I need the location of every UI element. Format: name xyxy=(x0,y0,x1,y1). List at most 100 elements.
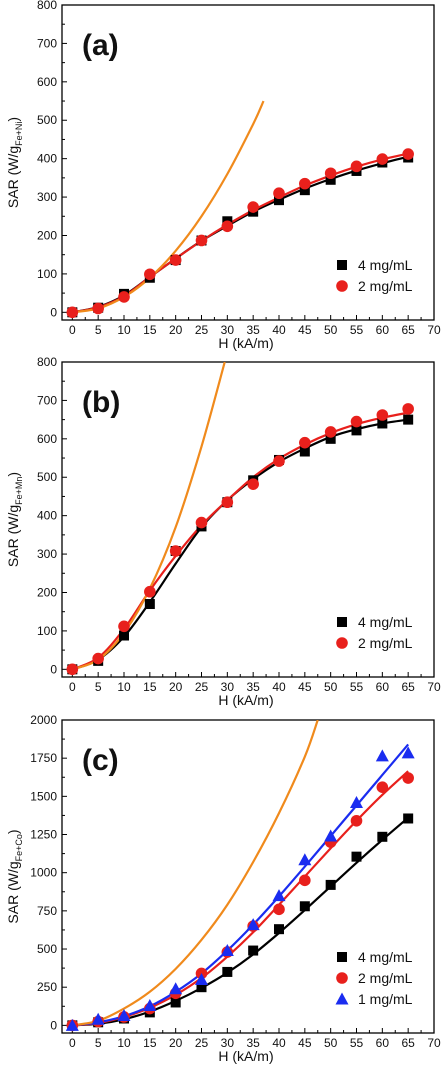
legend-marker xyxy=(337,260,347,270)
y-tick-label: 100 xyxy=(37,267,57,281)
plot-frame xyxy=(61,4,435,321)
data-point-2-mg-ml xyxy=(92,652,104,665)
x-tick-label: 0 xyxy=(69,680,76,694)
data-point-2-mg-ml xyxy=(299,874,311,887)
data-point-2-mg-ml xyxy=(195,516,208,529)
x-tick-label: 45 xyxy=(298,680,312,694)
data-point-1-mg-ml xyxy=(117,1008,131,1021)
data-point-2-mg-ml xyxy=(92,302,104,315)
data-point-4-mg-ml xyxy=(299,901,310,912)
x-tick-label: 60 xyxy=(376,680,390,694)
x-tick-label: 5 xyxy=(95,680,102,694)
x-tick-label: 15 xyxy=(143,1036,157,1050)
legend-label: 4 mg/mL xyxy=(358,614,413,630)
data-point-2-mg-ml xyxy=(118,620,130,633)
y-tick-label: 600 xyxy=(37,432,57,446)
data-point-1-mg-ml xyxy=(246,918,260,931)
data-point-2-mg-ml xyxy=(66,306,79,319)
data-point-1-mg-ml xyxy=(65,1018,79,1031)
data-point-2-mg-ml xyxy=(350,160,363,173)
fit-curve-model xyxy=(72,720,319,1027)
y-axis-label-close: ) xyxy=(5,117,21,122)
data-point-2-mg-ml xyxy=(376,153,389,165)
data-point-4-mg-ml xyxy=(403,813,414,824)
y-axis-label-close: ) xyxy=(5,472,21,477)
data-point-2-mg-ml xyxy=(66,663,79,676)
x-tick-label: 55 xyxy=(350,680,364,694)
x-tick-label: 40 xyxy=(272,680,286,694)
y-axis-label-sub: Fe+Co xyxy=(14,834,24,861)
data-point-2-mg-ml xyxy=(350,814,363,827)
chart-panel-3: 0 5 10 15 20 25 30 35 40 45 50 55 60 65 70 0 250 500 750 10… xyxy=(5,713,441,1064)
x-tick-label: 55 xyxy=(350,1036,364,1050)
data-point-2-mg-ml xyxy=(118,291,130,303)
data-point-1-mg-ml xyxy=(220,944,234,957)
data-point-2-mg-ml xyxy=(324,426,337,438)
y-axis-label-main: SAR (W/g xyxy=(5,146,21,208)
data-point-4-mg-ml xyxy=(299,185,310,196)
y-tick-label: 400 xyxy=(37,509,57,523)
y-tick-label: 2000 xyxy=(30,713,57,727)
x-tick-label: 40 xyxy=(272,323,286,337)
legend-marker xyxy=(336,972,348,984)
data-point-2-mg-ml xyxy=(247,201,259,213)
y-tick-label: 0 xyxy=(50,305,57,319)
data-point-2-mg-ml xyxy=(376,781,389,793)
data-point-4-mg-ml xyxy=(119,630,129,641)
legend-label: 4 mg/mL xyxy=(358,257,413,273)
data-point-2-mg-ml xyxy=(169,254,182,266)
x-tick-label: 5 xyxy=(95,323,102,337)
data-point-2-mg-ml xyxy=(221,220,234,233)
data-point-1-mg-ml xyxy=(91,1012,105,1025)
data-point-2-mg-ml xyxy=(299,177,311,190)
y-tick-label: 750 xyxy=(37,904,57,918)
x-tick-label: 35 xyxy=(246,680,260,694)
panel-label: (c) xyxy=(82,744,119,777)
y-tick-label: 100 xyxy=(37,624,57,638)
fit-curve-model xyxy=(72,100,265,314)
x-tick-label: 25 xyxy=(195,680,209,694)
data-point-1-mg-ml xyxy=(272,889,286,902)
x-tick-label: 65 xyxy=(401,1036,415,1050)
x-tick-label: 0 xyxy=(69,323,76,337)
data-point-2-mg-ml xyxy=(221,496,234,509)
data-point-4-mg-ml xyxy=(274,195,284,206)
x-tick-label: 15 xyxy=(143,680,157,694)
legend-marker xyxy=(337,952,347,962)
x-tick-label: 70 xyxy=(427,323,441,337)
y-tick-label: 1750 xyxy=(30,751,57,765)
legend-marker xyxy=(335,992,349,1005)
data-point-4-mg-ml xyxy=(248,945,259,956)
y-tick-label: 700 xyxy=(37,36,57,50)
y-axis-label-sub: Fe+Mn xyxy=(14,477,24,505)
y-tick-label: 0 xyxy=(50,662,57,676)
x-tick-label: 25 xyxy=(195,1036,209,1050)
legend-label: 2 mg/mL xyxy=(358,970,413,986)
x-tick-label: 30 xyxy=(221,1036,235,1050)
y-axis-label: SAR (W/gFe+Mn) xyxy=(5,472,24,567)
x-tick-label: 45 xyxy=(298,1036,312,1050)
plot-frame xyxy=(61,719,435,1034)
legend-marker xyxy=(337,617,347,627)
data-point-4-mg-ml xyxy=(377,831,388,842)
data-point-2-mg-ml xyxy=(402,148,414,160)
y-tick-label: 1250 xyxy=(30,828,57,842)
y-tick-label: 800 xyxy=(37,0,57,12)
data-point-4-mg-ml xyxy=(351,425,362,436)
data-point-2-mg-ml xyxy=(195,234,208,247)
data-point-2-mg-ml xyxy=(402,772,414,784)
x-tick-label: 65 xyxy=(401,323,415,337)
data-point-4-mg-ml xyxy=(325,879,336,890)
chart-panel-2: 0 5 10 15 20 25 30 35 40 45 50 55 60 65 70010020030040… xyxy=(5,355,441,708)
y-tick-label: 250 xyxy=(37,980,57,994)
data-point-2-mg-ml xyxy=(247,478,259,490)
x-tick-label: 10 xyxy=(117,680,131,694)
data-point-4-mg-ml xyxy=(222,966,233,977)
x-tick-label: 35 xyxy=(246,1036,260,1050)
x-tick-label: 50 xyxy=(324,323,338,337)
legend-label: 4 mg/mL xyxy=(358,949,413,965)
legend-label: 1 mg/mL xyxy=(358,991,413,1007)
y-tick-label: 600 xyxy=(37,75,57,89)
data-point-1-mg-ml xyxy=(143,999,157,1012)
y-tick-label: 700 xyxy=(37,393,57,407)
